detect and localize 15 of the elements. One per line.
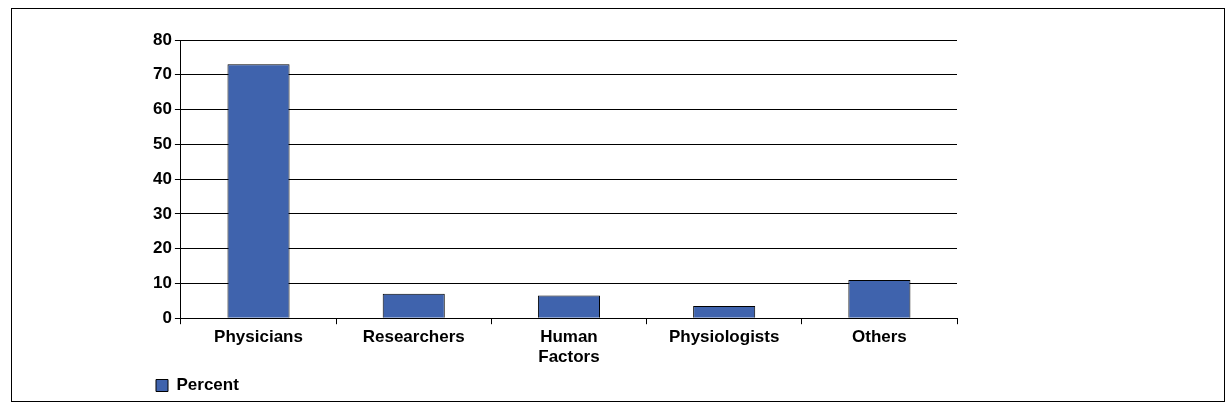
legend-label: Percent: [176, 375, 240, 395]
y-tick-label: 30: [152, 203, 172, 223]
y-tick-label: 20: [152, 238, 172, 258]
x-tick-label: Researchers: [362, 327, 465, 347]
y-tick-label: 50: [152, 134, 172, 154]
x-tick-label: Human Factors: [538, 327, 600, 367]
y-tick-label: 0: [162, 307, 172, 327]
y-tick-label: 60: [152, 99, 172, 119]
x-tick-label: Others: [851, 327, 907, 347]
y-tick-label: 80: [152, 29, 172, 49]
x-tick-label: Physicians: [214, 327, 303, 347]
y-tick-label: 10: [152, 273, 172, 293]
x-tick-label: Physiologists: [668, 327, 780, 347]
y-tick-label: 70: [152, 64, 172, 84]
y-tick-label: 40: [152, 168, 172, 188]
